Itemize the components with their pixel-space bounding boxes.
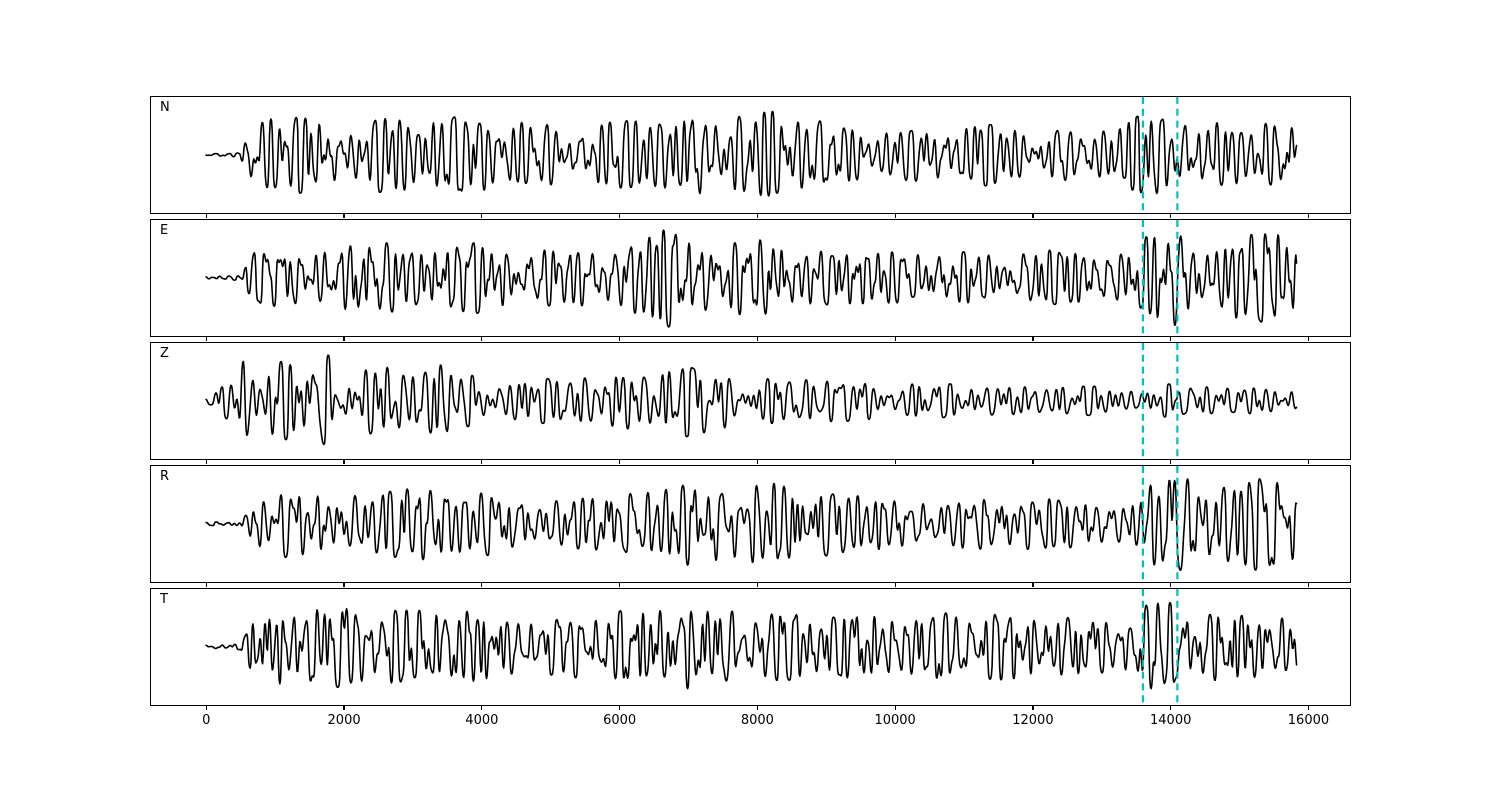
x-tick-label-16000: 16000 xyxy=(1287,713,1330,728)
x-tick-label-14000: 14000 xyxy=(1150,713,1192,728)
x-tick-label-10000: 10000 xyxy=(874,713,916,728)
waveform-panel-E: E xyxy=(150,219,1351,337)
waveform-trace-svg xyxy=(205,589,1298,705)
x-tick-mark xyxy=(343,583,345,587)
x-tick-mark xyxy=(343,337,345,341)
seismic-trace-E xyxy=(205,229,1298,328)
x-tick-mark xyxy=(481,706,483,710)
seismic-trace-N xyxy=(205,110,1298,197)
x-tick-mark xyxy=(343,214,345,218)
waveform-trace-svg xyxy=(205,97,1298,213)
seismic-trace-Z xyxy=(205,354,1298,446)
x-tick-mark xyxy=(894,706,896,710)
x-tick-mark xyxy=(619,706,621,710)
waveform-trace-svg xyxy=(205,466,1298,582)
x-tick-mark xyxy=(205,460,207,464)
x-tick-label-2000: 2000 xyxy=(327,713,361,728)
x-tick-mark xyxy=(1170,214,1172,218)
x-tick-mark xyxy=(1032,460,1034,464)
seismic-trace-R xyxy=(205,478,1298,571)
waveform-panel-T: T xyxy=(150,588,1351,706)
x-tick-mark xyxy=(1170,706,1172,710)
x-tick-mark xyxy=(481,337,483,341)
x-tick-mark xyxy=(894,460,896,464)
channel-label-N: N xyxy=(160,100,170,115)
x-tick-mark xyxy=(1307,583,1310,587)
x-tick-mark xyxy=(756,337,758,341)
x-tick-label-0: 0 xyxy=(202,713,211,728)
x-tick-mark xyxy=(1032,583,1034,587)
channel-label-E: E xyxy=(160,223,169,238)
x-tick-label-6000: 6000 xyxy=(603,713,637,728)
x-tick-mark xyxy=(205,214,207,218)
channel-label-Z: Z xyxy=(160,346,169,361)
waveform-panel-N: N xyxy=(150,96,1351,214)
x-tick-mark xyxy=(1032,214,1034,218)
x-tick-mark xyxy=(756,460,758,464)
x-tick-mark xyxy=(1307,337,1310,341)
waveform-trace-svg xyxy=(205,343,1298,459)
x-tick-mark xyxy=(619,337,621,341)
x-tick-mark xyxy=(619,214,621,218)
waveform-trace-svg xyxy=(205,220,1298,336)
x-tick-mark xyxy=(481,214,483,218)
x-tick-mark xyxy=(1170,337,1172,341)
seismic-trace-T xyxy=(205,602,1298,690)
x-tick-mark xyxy=(1170,460,1172,464)
x-tick-mark xyxy=(1032,337,1034,341)
x-tick-mark xyxy=(894,337,896,341)
x-tick-label-8000: 8000 xyxy=(740,713,774,728)
x-tick-mark xyxy=(619,460,621,464)
x-tick-mark xyxy=(619,583,621,587)
waveform-panel-Z: Z xyxy=(150,342,1351,460)
x-tick-mark xyxy=(205,706,207,710)
x-tick-mark xyxy=(756,583,758,587)
x-tick-mark xyxy=(894,583,896,587)
x-tick-mark xyxy=(1032,706,1034,710)
x-tick-mark xyxy=(756,706,758,710)
x-tick-mark xyxy=(343,706,345,710)
channel-label-T: T xyxy=(160,592,168,607)
x-tick-mark xyxy=(481,460,483,464)
x-tick-mark xyxy=(481,583,483,587)
x-tick-mark xyxy=(1170,583,1172,587)
waveform-panel-R: R xyxy=(150,465,1351,583)
x-tick-label-4000: 4000 xyxy=(465,713,499,728)
x-tick-mark xyxy=(1307,460,1310,464)
x-tick-mark xyxy=(756,214,758,218)
x-tick-mark xyxy=(1307,706,1310,710)
x-tick-mark xyxy=(205,337,207,341)
x-tick-mark xyxy=(1307,214,1310,218)
x-tick-mark xyxy=(205,583,207,587)
x-tick-mark xyxy=(894,214,896,218)
channel-label-R: R xyxy=(160,469,170,484)
x-tick-label-12000: 12000 xyxy=(1012,713,1054,728)
x-tick-mark xyxy=(343,460,345,464)
